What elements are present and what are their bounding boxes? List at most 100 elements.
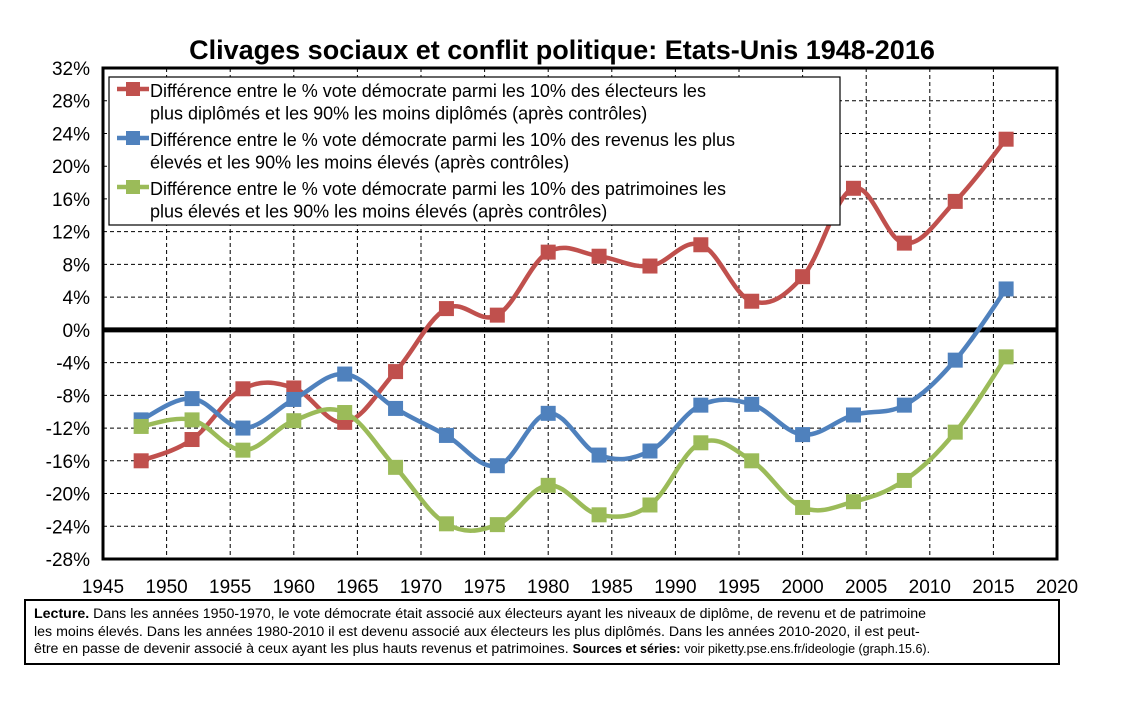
reading-note: Lecture. Dans les années 1950-1970, le v…	[24, 599, 1060, 665]
x-tick-label: 1965	[336, 577, 378, 598]
data-point	[998, 281, 1014, 297]
legend-item-wealth: Différence entre le % vote démocrate par…	[117, 179, 726, 222]
legend-label: plus diplômés et les 90% les moins diplô…	[150, 104, 647, 124]
plot-border	[101, 66, 1059, 561]
data-point	[947, 352, 963, 368]
x-tick-label: 1945	[82, 577, 124, 598]
y-tick-label: -8%	[56, 386, 90, 407]
data-point	[591, 248, 607, 264]
x-tick-label: 1980	[527, 577, 569, 598]
sources-label: Sources et séries:	[572, 642, 681, 656]
data-point	[337, 405, 353, 421]
data-point	[693, 397, 709, 413]
y-tick-label: -20%	[46, 485, 90, 506]
data-point	[998, 131, 1014, 147]
data-point	[693, 435, 709, 451]
x-tick-label: 1960	[273, 577, 315, 598]
data-point	[795, 269, 811, 285]
data-point	[998, 349, 1014, 365]
y-tick-label: 28%	[52, 92, 90, 113]
data-point	[438, 301, 454, 317]
sources-text: voir piketty.pse.ens.fr/ideologie (graph…	[684, 642, 931, 656]
data-point	[845, 494, 861, 510]
legend-label: Différence entre le % vote démocrate par…	[150, 81, 706, 101]
data-point	[642, 443, 658, 459]
data-point	[235, 381, 251, 397]
y-axis: 32% 28% 24% 20% 16% 12% 8% 4% 0% -4% -8% -12% -16% -2…	[46, 59, 90, 571]
note-line-2: les moins élevés. Dans les années 1980-2…	[34, 623, 920, 640]
data-point	[388, 459, 404, 475]
data-point	[489, 458, 505, 474]
legend-label: plus élevés et les 90% les moins élevés …	[150, 202, 607, 222]
data-point	[540, 405, 556, 421]
note-line-1: Dans les années 1950-1970, le vote démoc…	[93, 606, 926, 622]
data-point	[133, 418, 149, 434]
data-point	[388, 364, 404, 380]
series-layer	[133, 131, 1014, 533]
series-income	[133, 281, 1014, 474]
y-tick-label: -12%	[46, 419, 90, 440]
data-point	[438, 516, 454, 532]
x-axis: 1945 1950 1955 1960 1965 1970 1975 1980 1985 1990…	[82, 577, 1078, 598]
data-point	[591, 507, 607, 523]
x-tick-label: 1950	[145, 577, 187, 598]
x-tick-label: 2000	[781, 577, 823, 598]
data-point	[642, 497, 658, 513]
data-point	[184, 391, 200, 407]
data-point	[438, 427, 454, 443]
data-point	[489, 517, 505, 533]
data-point	[286, 413, 302, 429]
x-tick-label: 1995	[718, 577, 760, 598]
x-tick-label: 1975	[463, 577, 505, 598]
x-tick-label: 2020	[1036, 577, 1078, 598]
legend-swatch-marker	[126, 131, 140, 145]
data-point	[286, 380, 302, 396]
legend-item-income: Différence entre le % vote démocrate par…	[117, 130, 735, 173]
legend-label: Différence entre le % vote démocrate par…	[150, 130, 735, 150]
x-tick-label: 1955	[209, 577, 251, 598]
y-tick-label: 20%	[52, 157, 90, 178]
series-wealth	[133, 349, 1014, 533]
y-tick-label: -16%	[46, 452, 90, 473]
legend-swatch-marker	[126, 180, 140, 194]
note-line-3: être en passe de devenir associé à ceux …	[34, 641, 569, 657]
legend-label: élevés et les 90% les moins élevés (aprè…	[150, 153, 569, 173]
data-point	[133, 453, 149, 469]
y-tick-label: -28%	[46, 550, 90, 571]
data-point	[591, 447, 607, 463]
data-point	[744, 453, 760, 469]
legend-label: Différence entre le % vote démocrate par…	[150, 179, 726, 199]
data-point	[388, 400, 404, 416]
data-point	[947, 424, 963, 440]
data-point	[235, 420, 251, 436]
y-tick-label: 24%	[52, 124, 90, 145]
data-point	[896, 235, 912, 251]
data-point	[286, 391, 302, 407]
data-point	[184, 412, 200, 428]
x-tick-label: 2015	[972, 577, 1014, 598]
data-point	[947, 193, 963, 209]
data-point	[235, 442, 251, 458]
data-point	[489, 307, 505, 323]
data-point	[896, 397, 912, 413]
y-tick-label: 32%	[52, 59, 90, 80]
y-tick-label: 8%	[63, 255, 91, 276]
y-tick-label: 0%	[63, 321, 91, 342]
data-point	[540, 477, 556, 493]
legend-item-diploma: Différence entre le % vote démocrate par…	[117, 81, 706, 124]
series-diploma	[133, 131, 1014, 469]
data-point	[184, 432, 200, 448]
data-point	[795, 499, 811, 515]
x-tick-label: 2005	[845, 577, 887, 598]
legend: Différence entre le % vote démocrate par…	[108, 76, 841, 226]
lecture-label: Lecture.	[34, 606, 90, 622]
data-point	[744, 293, 760, 309]
data-point	[795, 427, 811, 443]
data-point	[642, 258, 658, 274]
y-tick-label: 16%	[52, 190, 90, 211]
data-point	[693, 237, 709, 253]
data-point	[337, 366, 353, 382]
data-point	[845, 180, 861, 196]
y-tick-label: 12%	[52, 223, 90, 244]
